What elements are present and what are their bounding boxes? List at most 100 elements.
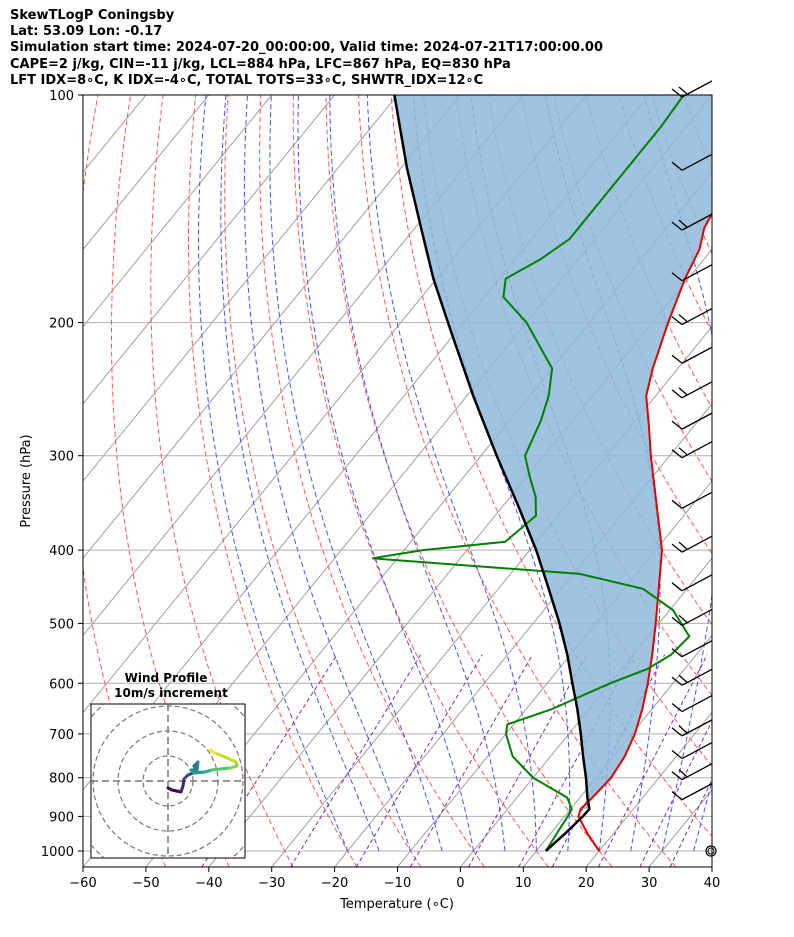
moist-adiabat	[725, 95, 794, 851]
isotherm-line	[83, 95, 398, 482]
dry-adiabat	[717, 95, 794, 867]
wind-barb	[671, 80, 713, 98]
y-tick-label: 900	[49, 810, 74, 825]
x-tick-label: 30	[641, 876, 658, 891]
parcel-line	[393, 95, 591, 852]
x-tick-label: 40	[704, 876, 721, 891]
dry-adiabat	[749, 95, 794, 867]
time-line: Simulation start time: 2024-07-20_00:00:…	[10, 40, 603, 55]
cape-area	[394, 95, 712, 809]
hodograph-segment	[208, 748, 217, 755]
axes: −60 −50 −40 −30 −20 −10 0 10 20 30 40 1000 900 800 700…	[41, 89, 720, 891]
x-tick-label: −10	[384, 876, 411, 891]
y-tick-label: 700	[49, 728, 74, 743]
mixing-ratio-line	[201, 654, 338, 867]
y-tick-label: 600	[49, 677, 74, 692]
dry-adiabat	[292, 95, 549, 867]
x-tick-label: 0	[456, 876, 464, 891]
y-tick-label: 300	[49, 450, 74, 465]
dewpoint-line	[372, 95, 691, 852]
dry-adiabat	[782, 95, 794, 867]
wind-barb	[671, 213, 713, 231]
hodograph-segment	[213, 751, 227, 759]
moist-adiabat	[329, 95, 506, 852]
hodograph-segment	[218, 766, 232, 771]
wind-barb	[671, 608, 713, 626]
isotherm-line	[83, 95, 273, 328]
wind-barb	[671, 441, 713, 459]
dry-adiabat	[188, 95, 358, 867]
isotherm-line	[711, 866, 712, 867]
x-tick-label: −60	[69, 876, 96, 891]
temperature-line	[577, 211, 712, 852]
x-tick-label: 10	[515, 876, 532, 891]
isotherm-line	[83, 95, 524, 637]
wind-barb	[671, 668, 713, 686]
moist-adiabat	[220, 95, 380, 852]
mixing-ratio-line	[409, 654, 534, 867]
x-tick-label: −20	[321, 876, 348, 891]
x-tick-label: 20	[578, 876, 595, 891]
y-tick-label: 200	[49, 317, 74, 332]
wind-barb	[671, 783, 713, 801]
isotherm-line	[585, 711, 712, 867]
wind-barb	[671, 535, 713, 553]
indices-line-2: LFT IDX=8∘C, K IDX=-4∘C, TOTAL TOTS=33∘C…	[10, 73, 484, 88]
moist-adiabat	[243, 95, 412, 852]
wind-barb	[671, 264, 713, 282]
calm-wind-marker	[705, 845, 717, 857]
indices-line-1: CAPE=2 j/kg, CIN=-11 j/kg, LCL=884 hPa, …	[10, 57, 511, 72]
hodograph-segment	[223, 755, 238, 764]
y-tick-label: 400	[49, 544, 74, 559]
dry-adiabat	[586, 95, 712, 409]
moist-adiabat	[269, 95, 443, 852]
mixing-ratio-line	[639, 719, 712, 867]
mixing-ratio-line	[518, 654, 634, 867]
isotherm-line	[83, 95, 461, 559]
wind-barb	[671, 381, 713, 399]
x-tick-label: −40	[195, 876, 222, 891]
hodograph-segment	[170, 788, 183, 794]
y-tick-label: 800	[49, 772, 74, 787]
dry-adiabat	[150, 95, 294, 867]
y-tick-label: 100	[49, 89, 74, 104]
x-axis-label: Temperature (∘C)	[339, 897, 454, 912]
wind-barb	[671, 741, 713, 760]
wind-barb	[671, 491, 713, 509]
wind-barbs	[671, 80, 717, 857]
x-tick-label: −30	[258, 876, 285, 891]
moist-adiabat	[643, 95, 712, 852]
hodograph-segment	[192, 770, 207, 775]
location-line: Lat: 53.09 Lon: -0.17	[10, 24, 163, 39]
moist-adiabat	[366, 95, 537, 852]
moist-adiabat	[197, 95, 349, 852]
wind-profile-inset: Wind Profile 10m/s increment	[90, 671, 246, 859]
wind-barb	[671, 307, 713, 326]
x-tick-label: −50	[132, 876, 159, 891]
mixing-ratio-line	[669, 778, 712, 867]
wind-barb	[671, 763, 713, 781]
y-axis-label: Pressure (hPa)	[19, 434, 34, 527]
wind-barb	[671, 153, 713, 171]
inset-subtitle: 10m/s increment	[114, 686, 228, 700]
isotherm-line	[83, 95, 335, 405]
wind-barb	[671, 694, 713, 713]
dry-adiabat	[259, 95, 485, 867]
y-tick-label: 500	[49, 617, 74, 632]
y-tick-label: 1000	[41, 845, 74, 860]
mixing-ratio-line	[355, 654, 483, 867]
wind-barb	[671, 640, 713, 658]
chart-title: SkewTLogP Coningsby	[10, 8, 175, 23]
mixing-ratio-line	[597, 654, 708, 867]
mixing-ratio-line	[468, 654, 588, 867]
wind-barb	[671, 412, 713, 430]
calm-wind-marker	[707, 847, 715, 855]
isotherm-line	[460, 557, 712, 867]
isotherm-line	[83, 95, 210, 251]
wind-barb	[671, 574, 713, 592]
inset-title: Wind Profile	[125, 671, 208, 685]
isotherm-line	[397, 480, 712, 867]
dry-adiabat	[224, 95, 422, 867]
mixing-ratio-line	[290, 654, 422, 867]
